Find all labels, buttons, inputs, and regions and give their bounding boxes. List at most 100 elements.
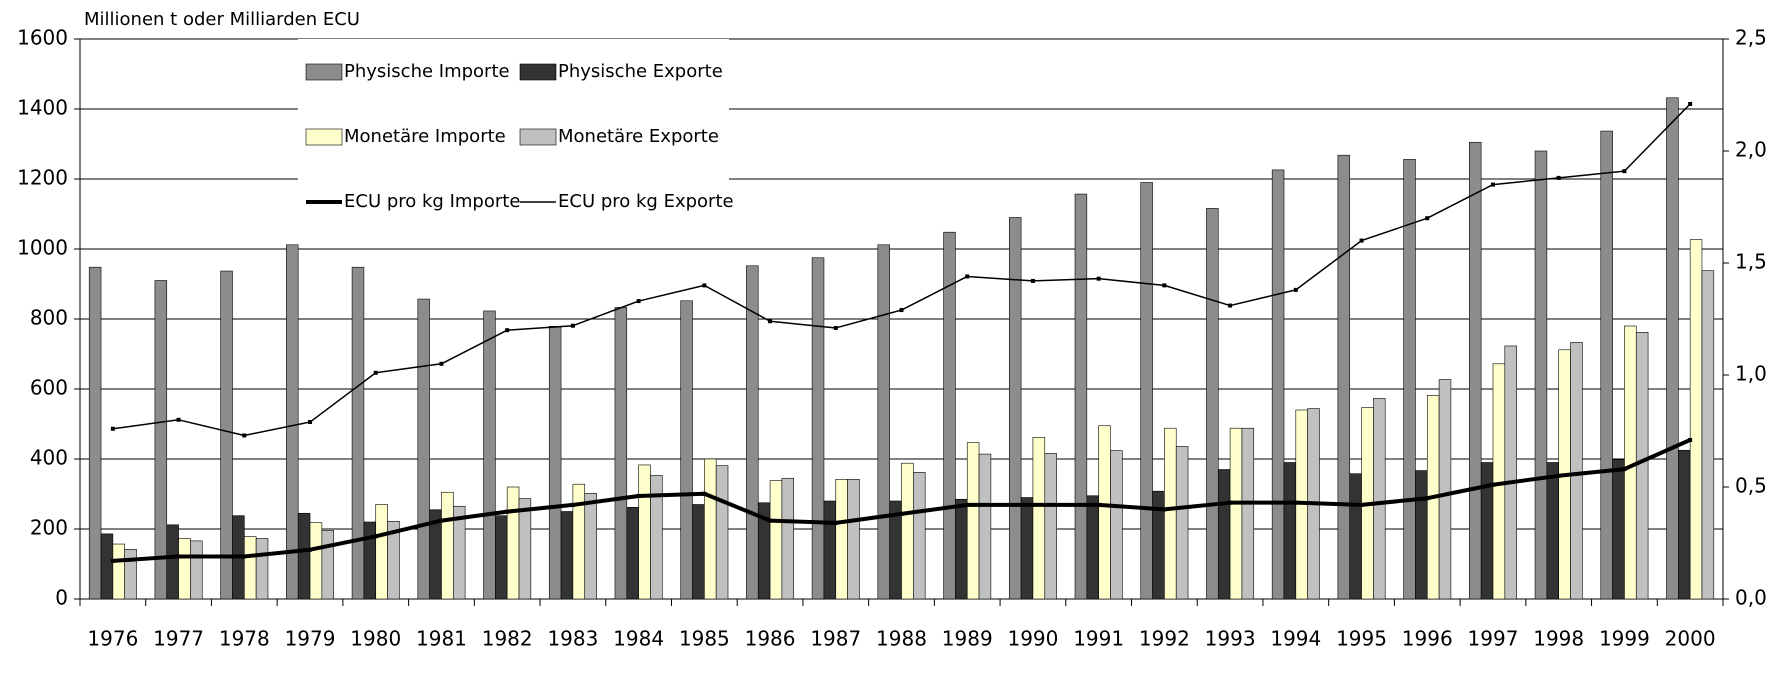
- x-tick-label: 1982: [482, 627, 533, 651]
- bar: [847, 478, 860, 600]
- marker: [1228, 303, 1233, 308]
- y-tick-label: 1400: [17, 96, 68, 120]
- bar: [769, 480, 783, 600]
- x-tick-label: 1986: [745, 627, 796, 651]
- bar: [1283, 462, 1297, 600]
- legend-label: Monetäre Importe: [344, 126, 506, 147]
- y-axis-title: Millionen t oder Milliarden ECU: [84, 9, 360, 30]
- marker: [1425, 216, 1430, 221]
- bar: [1086, 495, 1099, 600]
- bar: [154, 280, 168, 600]
- bar: [1032, 436, 1046, 600]
- bar: [1701, 270, 1715, 600]
- bar: [560, 511, 574, 600]
- x-tick-label: 1990: [1007, 627, 1058, 651]
- y2-tick-label: 2,5: [1735, 26, 1767, 50]
- marker: [1359, 238, 1364, 243]
- bar: [244, 536, 257, 600]
- marker: [110, 558, 115, 563]
- bar: [614, 307, 628, 600]
- bar: [1546, 462, 1559, 600]
- marker: [1030, 278, 1035, 283]
- bar: [572, 483, 586, 600]
- bar: [1217, 469, 1231, 600]
- marker: [1293, 287, 1298, 292]
- y-tick-label: 400: [30, 446, 68, 470]
- marker: [1359, 502, 1364, 507]
- legend-swatch: [305, 63, 343, 81]
- bar: [823, 500, 837, 600]
- bar: [375, 504, 388, 600]
- x-tick-label: 1987: [810, 627, 861, 651]
- x-tick-label: 1999: [1599, 627, 1650, 651]
- x-tick-label: 1992: [1139, 627, 1190, 651]
- bar: [1678, 449, 1691, 600]
- bar: [1206, 208, 1219, 600]
- y2-tick-label: 0,5: [1735, 474, 1767, 498]
- x-tick-label: 1981: [416, 627, 467, 651]
- bar: [220, 270, 233, 600]
- bar: [112, 543, 125, 600]
- y2-tick-label: 0,0: [1735, 586, 1767, 610]
- bar: [680, 300, 693, 600]
- marker: [373, 370, 378, 375]
- bar: [495, 515, 508, 600]
- bar: [1415, 470, 1428, 600]
- y-tick-label: 1600: [17, 26, 68, 50]
- bar: [704, 458, 717, 600]
- bar: [781, 477, 795, 600]
- marker: [1622, 467, 1627, 472]
- y2-tick-label: 1,0: [1735, 362, 1767, 386]
- bar: [966, 442, 980, 600]
- bar: [1164, 427, 1177, 600]
- bar: [1008, 217, 1022, 600]
- x-tick-label: 1995: [1336, 627, 1387, 651]
- bar: [1044, 453, 1057, 600]
- bar: [638, 464, 651, 600]
- marker: [570, 502, 575, 507]
- bar: [441, 491, 454, 600]
- x-tick-label: 1978: [219, 627, 270, 651]
- bar: [351, 266, 365, 600]
- marker: [1162, 283, 1167, 288]
- bar: [309, 522, 323, 600]
- marker: [1293, 500, 1298, 505]
- bar: [626, 506, 639, 600]
- bar: [518, 498, 532, 600]
- x-tick-label: 1994: [1270, 627, 1321, 651]
- bar: [1403, 159, 1416, 600]
- legend-swatch: [519, 63, 557, 81]
- bar: [363, 521, 377, 600]
- marker: [899, 511, 904, 516]
- bar: [1600, 130, 1613, 600]
- marker: [1096, 276, 1101, 281]
- marker: [1556, 473, 1561, 478]
- marker: [1622, 169, 1627, 174]
- marker: [636, 493, 641, 498]
- x-tick-label: 1989: [942, 627, 993, 651]
- bar: [548, 326, 562, 600]
- bar: [1098, 425, 1111, 600]
- marker: [570, 323, 575, 328]
- bar: [321, 530, 334, 600]
- bar: [1349, 473, 1362, 600]
- bar: [1074, 193, 1088, 600]
- bar: [166, 524, 179, 600]
- marker: [308, 547, 313, 552]
- bar: [1504, 345, 1517, 600]
- bar: [1020, 497, 1034, 600]
- bar: [1635, 331, 1649, 600]
- x-tick-label: 2000: [1665, 627, 1716, 651]
- bar: [1241, 427, 1255, 600]
- bar: [1534, 150, 1548, 600]
- bar: [877, 244, 890, 600]
- legend-label: Physische Exporte: [558, 61, 723, 82]
- marker: [1688, 101, 1693, 106]
- marker: [439, 518, 444, 523]
- marker: [1425, 496, 1430, 501]
- bar: [1140, 182, 1153, 600]
- legend-swatch: [305, 128, 343, 146]
- marker: [1228, 500, 1233, 505]
- y2-tick-label: 2,0: [1735, 138, 1767, 162]
